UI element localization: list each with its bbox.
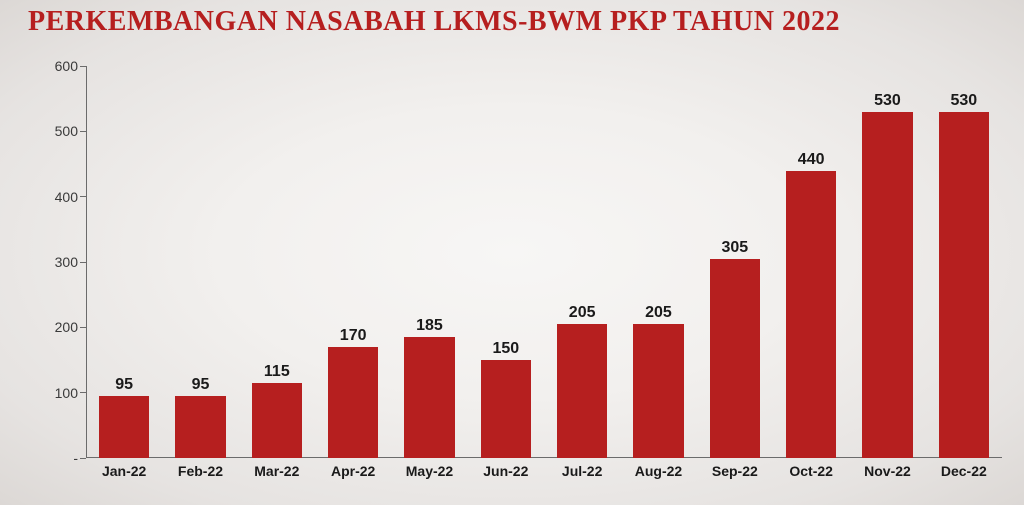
x-category-label: Mar-22 [254,463,299,479]
bar-slot: 95Jan-22 [86,66,162,458]
bar: 530 [862,112,912,458]
plot-area: -10020030040050060095Jan-2295Feb-22115Ma… [86,66,1002,458]
y-tick-label: - [73,450,78,466]
y-tick-label: 400 [55,189,78,205]
bar-slot: 150Jun-22 [468,66,544,458]
bar-value-label: 95 [115,376,133,394]
bar-slot: 440Oct-22 [773,66,849,458]
x-category-label: Jun-22 [483,463,528,479]
bar-slot: 170Apr-22 [315,66,391,458]
bar-slot: 530Dec-22 [926,66,1002,458]
bar-slot: 185May-22 [391,66,467,458]
page: PERKEMBANGAN NASABAH LKMS-BWM PKP TAHUN … [0,0,1024,505]
x-category-label: Apr-22 [331,463,375,479]
bar-value-label: 205 [645,304,672,322]
bar: 530 [939,112,989,458]
x-category-label: May-22 [406,463,453,479]
bar-value-label: 440 [798,151,825,169]
x-category-label: Jul-22 [562,463,602,479]
x-category-label: Jan-22 [102,463,146,479]
x-category-label: Feb-22 [178,463,223,479]
bar-slot: 530Nov-22 [849,66,925,458]
bar-slot: 205Aug-22 [620,66,696,458]
bar: 115 [252,383,302,458]
bar: 440 [786,171,836,458]
bar-chart: -10020030040050060095Jan-2295Feb-22115Ma… [34,56,1008,486]
bar: 95 [99,396,149,458]
bar-value-label: 185 [416,317,443,335]
bar-slot: 115Mar-22 [239,66,315,458]
x-category-label: Sep-22 [712,463,758,479]
x-category-label: Oct-22 [789,463,833,479]
bar-value-label: 530 [874,92,901,110]
bar-value-label: 150 [492,340,519,358]
bar: 150 [481,360,531,458]
bar-value-label: 170 [340,327,367,345]
x-category-label: Dec-22 [941,463,987,479]
y-tick-label: 500 [55,123,78,139]
bar-value-label: 115 [264,363,290,381]
bar-slot: 205Jul-22 [544,66,620,458]
x-category-label: Aug-22 [635,463,682,479]
y-tick-label: 100 [55,385,78,401]
bar: 170 [328,347,378,458]
bar-value-label: 530 [950,92,977,110]
bar-slot: 95Feb-22 [162,66,238,458]
y-tick-label: 600 [55,58,78,74]
x-category-label: Nov-22 [864,463,911,479]
bar: 205 [557,324,607,458]
bar-value-label: 205 [569,304,596,322]
y-tick-label: 200 [55,319,78,335]
chart-title: PERKEMBANGAN NASABAH LKMS-BWM PKP TAHUN … [28,6,840,38]
y-tick-label: 300 [55,254,78,270]
bar: 305 [710,259,760,458]
bar-value-label: 95 [192,376,210,394]
bar-value-label: 305 [721,239,748,257]
bar: 205 [633,324,683,458]
bar: 95 [175,396,225,458]
bar: 185 [404,337,454,458]
bar-slot: 305Sep-22 [697,66,773,458]
